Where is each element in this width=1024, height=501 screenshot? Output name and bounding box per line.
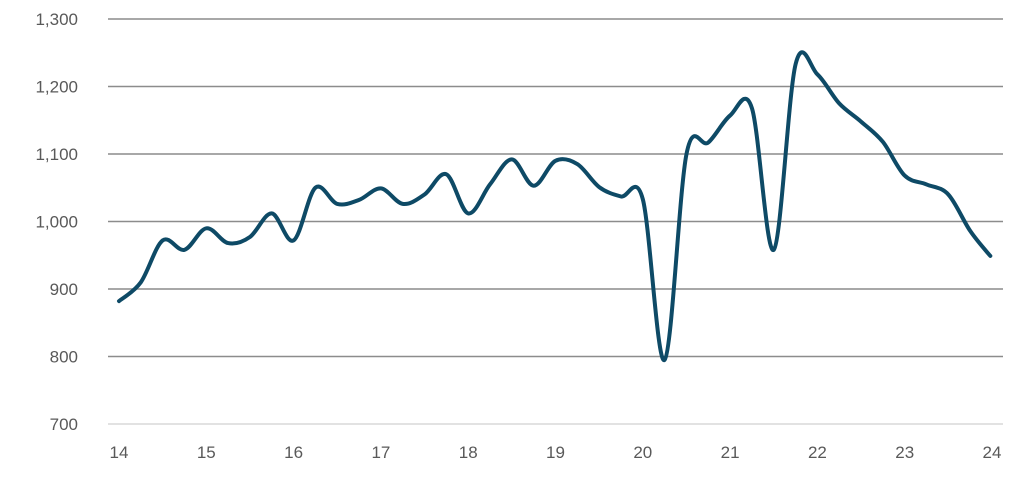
series-layer <box>117 50 993 362</box>
y-tick-label: 1,300 <box>35 10 78 29</box>
y-tick-label: 1,200 <box>35 78 78 97</box>
x-tick-label: 14 <box>110 443 129 462</box>
x-tick-label: 18 <box>459 443 478 462</box>
x-tick-label: 22 <box>808 443 827 462</box>
x-tick-label: 15 <box>197 443 216 462</box>
x-tick-label: 23 <box>895 443 914 462</box>
y-axis-tick-labels: 700 800 900 1,000 1,100 1,200 1,300 <box>35 10 78 434</box>
gridlines <box>108 18 1003 425</box>
x-tick-label: 19 <box>546 443 565 462</box>
y-tick-label: 700 <box>50 415 78 434</box>
x-tick-label: 21 <box>721 443 740 462</box>
x-tick-label: 16 <box>284 443 303 462</box>
x-axis-tick-labels: 14 15 16 17 18 19 20 21 22 23 24 <box>110 443 1002 462</box>
y-tick-label: 1,000 <box>35 213 78 232</box>
x-tick-label: 24 <box>983 443 1002 462</box>
y-tick-label: 800 <box>50 348 78 367</box>
y-tick-label: 900 <box>50 280 78 299</box>
y-tick-label: 1,100 <box>35 145 78 164</box>
x-tick-label: 17 <box>371 443 390 462</box>
x-tick-label: 20 <box>633 443 652 462</box>
series-line-0 <box>117 50 993 362</box>
